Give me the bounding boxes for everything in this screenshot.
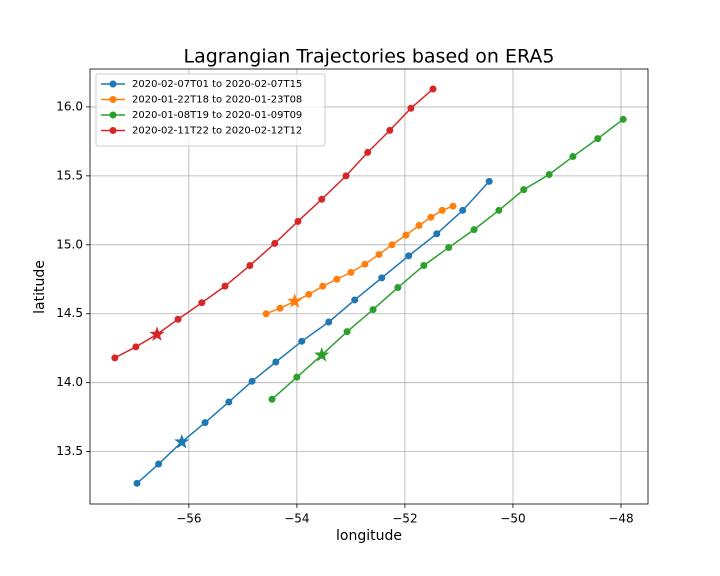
legend-frame [95,73,326,147]
point [268,395,276,403]
x-tick-label: −50 [500,512,525,526]
point [221,282,229,290]
point [325,318,333,326]
point [470,226,478,234]
point [429,85,437,93]
point [111,354,119,362]
point [342,172,350,180]
point [361,260,369,268]
point [405,252,413,260]
point [415,221,423,229]
start-star [149,326,165,341]
point [225,398,233,406]
point [369,306,377,314]
point [402,231,410,239]
y-tick-label: 15.5 [56,168,83,182]
point [272,358,280,366]
point [246,261,254,269]
point [569,153,577,161]
point [276,304,284,312]
x-axis-label: longitude [336,528,402,544]
point [388,241,396,249]
legend-label: 2020-01-08T19 to 2020-01-09T09 [132,110,302,121]
point [174,315,182,323]
point [545,170,553,178]
start-star [287,293,303,308]
plot-frame [89,68,649,505]
x-tick-label: −48 [608,512,633,526]
point [198,299,206,307]
point [420,261,428,269]
point [520,186,528,194]
point [378,274,386,282]
point [133,479,141,487]
y-tick-label: 14.0 [56,375,83,389]
point [495,206,503,214]
legend-marker [109,80,117,88]
point [271,239,279,247]
point [438,206,446,214]
point [347,268,355,276]
point [407,104,415,112]
y-tick-label: 16.0 [56,99,83,113]
point [375,250,383,258]
point [298,337,306,345]
chart-title: Lagrangian Trajectories based on ERA5 [184,46,555,68]
point [619,115,627,123]
point [459,206,467,214]
y-tick-label: 13.5 [56,444,83,458]
point [364,148,372,156]
point [394,284,402,292]
legend-marker [109,127,117,134]
x-tick-label: −56 [176,512,201,526]
start-star [174,434,190,449]
point [449,202,457,210]
point [594,135,602,143]
y-tick-label: 14.5 [56,306,83,320]
point [294,217,302,225]
point [201,419,209,427]
legend-label: 2020-02-07T01 to 2020-02-07T15 [132,79,302,90]
y-axis-label: latitude [32,260,48,314]
point [293,373,301,381]
point [445,244,453,252]
legend-marker [109,111,117,119]
point [333,275,341,283]
y-tick-label: 15.0 [56,237,83,251]
point [132,343,140,351]
legend-label: 2020-01-22T18 to 2020-01-23T08 [132,95,302,106]
point [318,195,326,203]
point [343,328,351,336]
point [319,282,327,290]
point [386,126,394,134]
point [485,177,493,185]
legend-marker [109,96,117,103]
series-line [136,180,490,484]
point [305,290,313,298]
point [351,296,359,304]
x-tick-label: −52 [392,512,417,526]
legend-label: 2020-02-11T22 to 2020-02-12T12 [132,126,302,137]
point [155,460,163,468]
x-tick-label: −54 [284,512,309,526]
point [427,213,435,221]
point [248,377,256,385]
point [262,310,270,318]
point [433,230,441,238]
start-star [314,347,330,362]
